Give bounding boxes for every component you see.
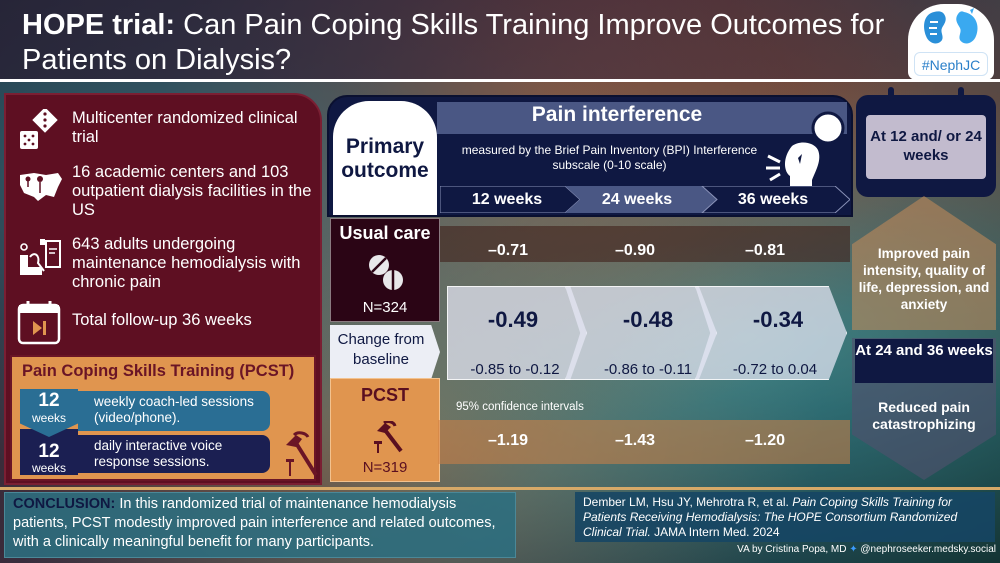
secondary-result-2: Reduced pain catastrophizing: [872, 399, 976, 432]
secondary-when-2: At 24 and 36 weeks: [855, 342, 993, 359]
pcst-title: Pain Coping Skills Training (PCST): [22, 362, 295, 380]
hammer-icon: [286, 431, 318, 477]
calendar-ring: [958, 87, 964, 101]
difference-chevron-12w: [447, 286, 587, 380]
timepoint-arrow-bar: [440, 186, 850, 213]
kidney-icon: [924, 8, 978, 44]
primary-outcome-label-box: Primary outcome: [333, 101, 437, 215]
shoulder-pain-icon: [766, 111, 845, 194]
pcst-values-row: [438, 420, 850, 464]
author-credit: VA by Cristina Popa, MD ✦ @nephroseeker.…: [700, 544, 996, 555]
feature-centers: 16 academic centers and 103 outpatient d…: [16, 163, 316, 220]
phase2-description: daily interactive voice response session…: [78, 435, 270, 473]
conclusion-label: CONCLUSION:: [13, 496, 116, 512]
feature-text: Multicenter randomized clinical trial: [72, 109, 298, 146]
logo-hashtag: #NephJC: [914, 52, 988, 76]
difference-value-24w: -0.48: [622, 307, 674, 332]
phase1-unit: weeks: [31, 411, 66, 425]
phase1-description: weekly coach-led sessions (video/phone).: [78, 391, 270, 431]
feature-participants: 643 adults undergoing maintenance hemodi…: [16, 235, 316, 292]
pcst-n: N=319: [362, 459, 408, 476]
conclusion-box: CONCLUSION: In this randomized trial of …: [4, 492, 516, 558]
feature-text: 16 academic centers and 103 outpatient d…: [72, 163, 312, 219]
change-from-baseline-label-box: Change from baseline: [330, 325, 440, 379]
pcst-value-12w: –1.19: [487, 432, 529, 449]
secondary-result-1: Improved pain intensity, quality of life…: [858, 246, 990, 312]
citation-title: Pain Coping Skills Training for Patients…: [583, 495, 958, 539]
usual-care-value-24w: –0.90: [614, 242, 656, 259]
secondary-when-1: At 12 and/ or 24 weeks: [870, 128, 982, 164]
change-from-baseline-label: Change from baseline: [337, 331, 425, 368]
calendar-icon: [17, 301, 61, 345]
us-map-icon: [20, 173, 62, 201]
difference-chevron-36w: [695, 286, 847, 380]
ci-24w: -0.86 to -0.11: [603, 361, 693, 378]
conclusion-text: In this randomized trial of maintenance …: [13, 496, 496, 550]
difference-value-36w: -0.34: [752, 307, 804, 332]
secondary-timepoint-calendar: At 12 and/ or 24 weeks: [856, 87, 996, 197]
divider-line: [0, 487, 1000, 490]
pcst-value-24w: –1.43: [614, 432, 656, 449]
title-rest: Can Pain Coping Skills Training Improve …: [22, 9, 885, 76]
usual-care-values-row: [440, 226, 850, 262]
dice-icon: [20, 109, 58, 149]
calendar-ring: [888, 87, 894, 101]
calendar-face: At 12 and/ or 24 weeks: [866, 115, 986, 179]
bluesky-butterfly-icon: ✦: [849, 544, 858, 555]
usual-care-n: N=324: [362, 299, 408, 316]
hammer-icon: [374, 421, 403, 453]
citation-authors: Dember LM, Hsu JY, Mehrotra R, et al.: [583, 495, 793, 509]
measure-title: Pain interference: [531, 103, 703, 126]
ci-36w: -0.72 to 0.04: [732, 361, 818, 378]
feature-text: 643 adults undergoing maintenance hemodi…: [72, 235, 301, 291]
credit-author: VA by Cristina Popa, MD: [737, 544, 850, 555]
title-bold: HOPE trial:: [22, 9, 176, 41]
usual-care-group-card: Usual care N=324: [330, 218, 440, 322]
trial-design-panel: Multicenter randomized clinical trial 16…: [4, 93, 322, 485]
feature-followup: Total follow-up 36 weeks: [16, 301, 316, 345]
timepoint-12-weeks: 12 weeks: [471, 191, 543, 208]
dialysis-patient-icon: [20, 239, 61, 275]
credit-handle[interactable]: @nephroseeker.medsky.social: [860, 544, 996, 555]
ci-12w: -0.85 to -0.12: [470, 361, 560, 378]
citation-journal: JAMA Intern Med. 2024: [650, 525, 780, 539]
phase1-num: 12: [38, 390, 60, 411]
pcst-group-card: PCST N=319: [330, 378, 440, 482]
header-banner: [0, 0, 1000, 82]
ci-caption: 95% confidence intervals: [456, 401, 584, 413]
measure-subtitle: measured by the Brief Pain Inventory (BP…: [461, 143, 758, 172]
timepoint-24-weeks: 24 weeks: [601, 191, 673, 208]
pills-icon: [369, 255, 403, 290]
measure-title-band: [437, 102, 847, 134]
difference-chevron-24w: [565, 286, 717, 380]
page-title: HOPE trial: Can Pain Coping Skills Train…: [22, 8, 902, 78]
phase2-num: 12: [38, 441, 60, 462]
primary-outcome-label: Primary outcome: [341, 135, 429, 182]
phase2-unit: weeks: [31, 461, 66, 475]
feature-text: Total follow-up 36 weeks: [72, 311, 252, 329]
timepoint-36-weeks: 36 weeks: [737, 191, 809, 208]
difference-value-12w: -0.49: [487, 307, 539, 332]
citation-box: Dember LM, Hsu JY, Mehrotra R, et al. Pa…: [575, 492, 995, 542]
pcst-program-box: Pain Coping Skills Training (PCST) 12 we…: [10, 355, 318, 481]
secondary-when-2-band: [855, 339, 993, 383]
usual-care-value-36w: –0.81: [744, 242, 786, 259]
usual-care-label: Usual care: [339, 223, 431, 243]
pcst-label: PCST: [360, 385, 409, 405]
pcst-value-36w: –1.20: [744, 432, 786, 449]
usual-care-value-12w: –0.71: [487, 242, 529, 259]
feature-randomized: Multicenter randomized clinical trial: [16, 109, 316, 153]
nephjc-logo[interactable]: #NephJC: [908, 4, 994, 80]
